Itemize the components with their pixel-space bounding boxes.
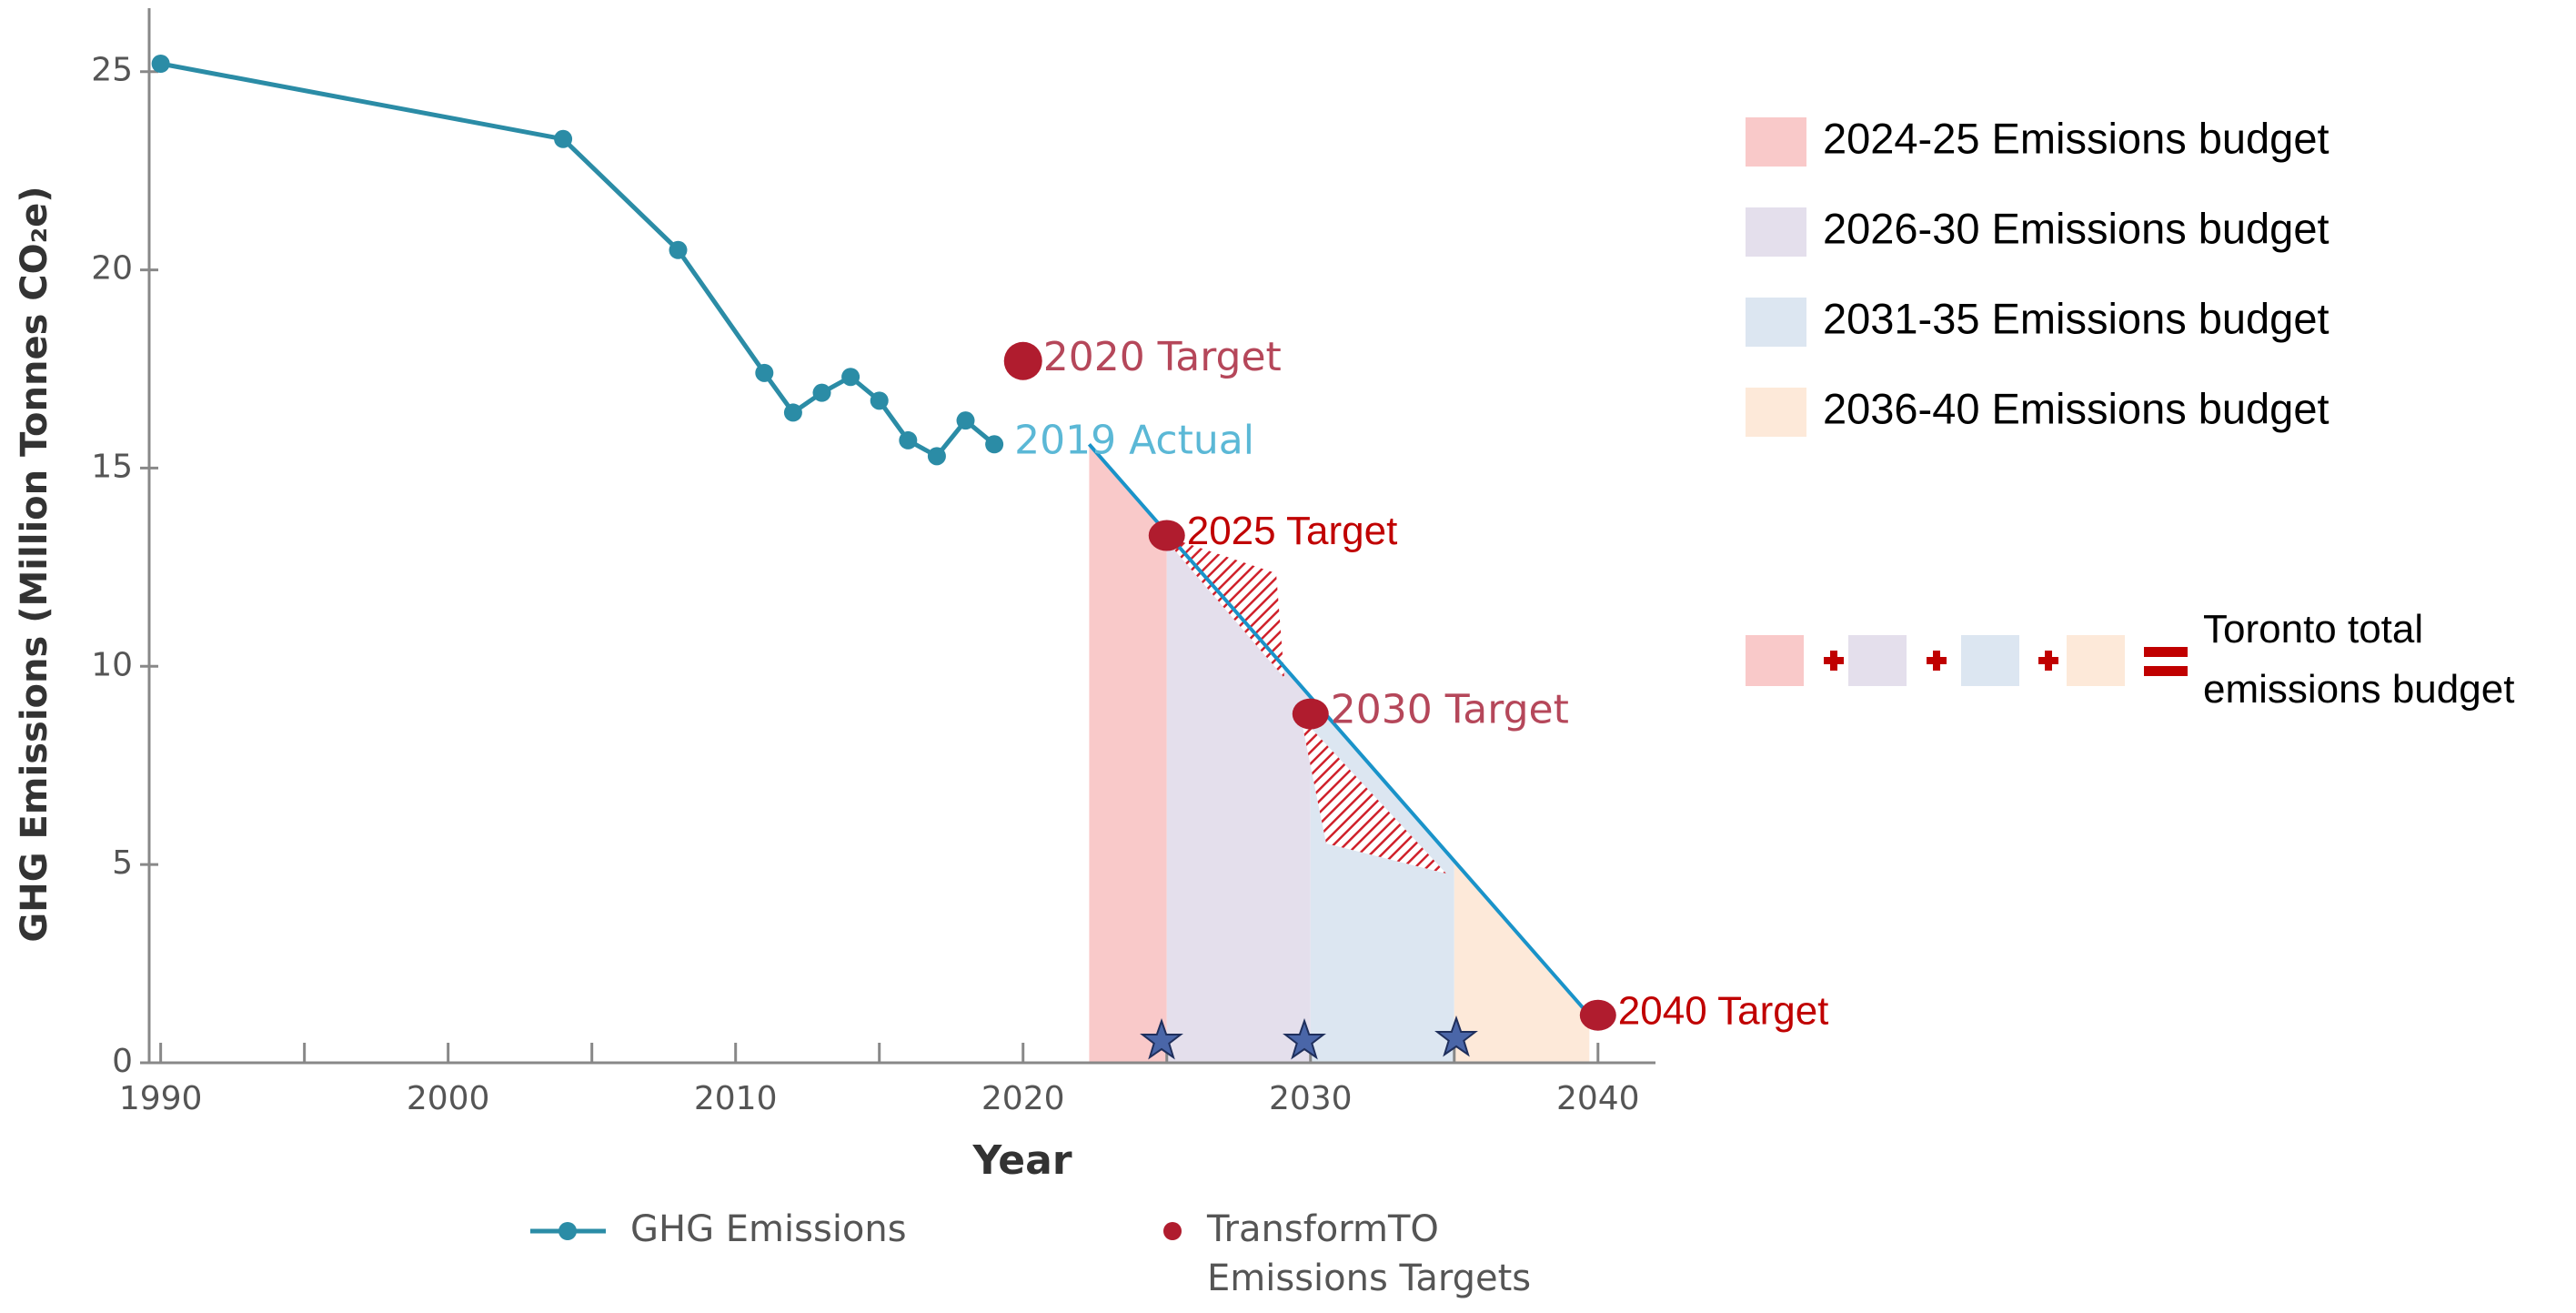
emissions-point — [841, 368, 860, 387]
y-tick-label: 15 — [91, 448, 133, 485]
emissions-point — [755, 363, 774, 382]
y-tick-label: 10 — [91, 646, 133, 683]
emissions-point — [956, 411, 975, 430]
equation-swatch — [2067, 635, 2125, 686]
plot: 0 5 10 15 20 25 1990 2000 2010 2020 2030 2040 2019 A… — [91, 8, 1828, 1117]
emissions-point — [985, 435, 1004, 454]
emissions-point — [783, 403, 802, 422]
y-axis-label: GHG Emissions (Million Tonnes CO₂e) — [14, 186, 55, 942]
target-label: 2025 Target — [1187, 509, 1398, 553]
legend-label: 2036-40 Emissions budget — [1823, 384, 2329, 432]
total-label: Toronto total emissions budget — [2203, 607, 2514, 712]
emissions-point — [870, 391, 889, 410]
overshoot-hatch — [1301, 717, 1446, 874]
x-tick-label: 2040 — [1556, 1080, 1640, 1117]
emissions-point — [812, 383, 831, 402]
legend-swatch — [1746, 117, 1806, 167]
plus — [1933, 651, 1940, 671]
x-tick-label: 2000 — [407, 1080, 490, 1117]
emissions-line — [160, 61, 996, 460]
y-tick-label: 0 — [112, 1043, 133, 1080]
equals — [2144, 647, 2188, 657]
target-point — [1579, 999, 1616, 1031]
legend-marker — [1163, 1222, 1182, 1240]
legend-swatch — [1746, 298, 1806, 347]
target-point — [1003, 341, 1042, 380]
emissions-point — [151, 55, 170, 73]
y-tick-label: 20 — [91, 250, 133, 288]
x-tick-label: 2010 — [694, 1080, 778, 1117]
emissions-point — [899, 430, 918, 449]
x-axis-label: Year — [971, 1137, 1072, 1184]
equation-swatch — [1848, 635, 1907, 686]
emissions-point — [927, 447, 946, 466]
target-label: 2030 Target — [1331, 687, 1569, 733]
emissions-point — [554, 129, 573, 148]
equals — [2144, 666, 2188, 676]
target-label: 2020 Target — [1043, 334, 1282, 380]
legend-marker — [558, 1222, 577, 1240]
overshoot-hatch — [1162, 535, 1284, 678]
x-tick-label: 1990 — [119, 1080, 203, 1117]
target-point — [1292, 698, 1329, 730]
plus — [1830, 651, 1837, 671]
legend-swatch — [1746, 207, 1806, 257]
legend-label: GHG Emissions — [630, 1208, 907, 1250]
x-tick-label: 2030 — [1269, 1080, 1353, 1117]
legend-label: TransformTO Emissions Targets — [1206, 1208, 1531, 1299]
budget-area — [1454, 861, 1590, 1063]
star — [1283, 1017, 1326, 1060]
legend-label: 2026-30 Emissions budget — [1823, 204, 2329, 252]
y-tick-label: 5 — [112, 844, 133, 882]
equation-swatch — [1961, 635, 2019, 686]
x-tick-label: 2020 — [981, 1080, 1065, 1117]
stars — [1140, 1015, 1478, 1060]
legend-swatch — [1746, 388, 1806, 437]
target-label: 2040 Target — [1618, 988, 1829, 1033]
emissions-point — [669, 240, 688, 259]
plus — [2045, 651, 2052, 671]
y-tick-label: 25 — [91, 52, 133, 89]
annotation: 2019 Actual — [1014, 417, 1254, 463]
star — [1434, 1015, 1478, 1057]
target-point — [1148, 520, 1185, 551]
equation-swatch — [1746, 635, 1804, 686]
budget-area — [1089, 444, 1167, 1063]
legend-label: 2031-35 Emissions budget — [1823, 294, 2329, 342]
legend-label: 2024-25 Emissions budget — [1823, 114, 2329, 162]
star — [1140, 1017, 1183, 1060]
